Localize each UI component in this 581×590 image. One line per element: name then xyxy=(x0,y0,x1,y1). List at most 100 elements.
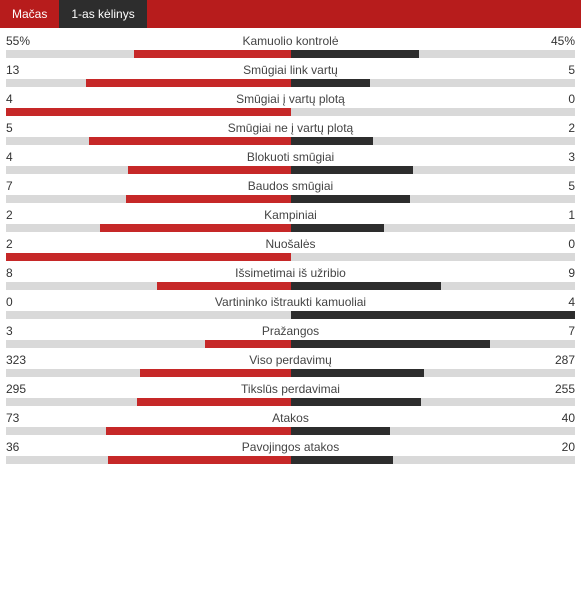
stat-bar-left-fill xyxy=(108,456,290,464)
tab-0[interactable]: Mačas xyxy=(0,0,59,28)
stat-row: 73Atakos40 xyxy=(6,409,575,435)
stat-label: Smūgiai į vartų plotą xyxy=(34,92,547,106)
stat-row: 3Pražangos7 xyxy=(6,322,575,348)
stat-bar-left-track xyxy=(6,311,291,319)
stat-bar-right-fill xyxy=(291,137,374,145)
stat-bar-left-track xyxy=(6,79,291,87)
stat-header: 2Nuošalės0 xyxy=(6,235,575,253)
stat-left-value: 0 xyxy=(6,295,34,309)
stat-bar xyxy=(6,369,575,377)
stat-label: Smūgiai ne į vartų plotą xyxy=(34,121,547,135)
stat-bar-left-fill xyxy=(140,369,291,377)
stat-right-value: 5 xyxy=(547,179,575,193)
stat-bar-left-track xyxy=(6,253,291,261)
stat-right-value: 0 xyxy=(547,92,575,106)
stat-left-value: 73 xyxy=(6,411,34,425)
stat-right-value: 1 xyxy=(547,208,575,222)
stat-bar-left-fill xyxy=(128,166,290,174)
stat-bar xyxy=(6,195,575,203)
stat-left-value: 2 xyxy=(6,208,34,222)
stat-bar-right-fill xyxy=(291,340,490,348)
stat-bar-right-track xyxy=(291,50,576,58)
stat-right-value: 255 xyxy=(547,382,575,396)
stat-right-value: 0 xyxy=(547,237,575,251)
stat-bar-left-track xyxy=(6,340,291,348)
stat-label: Baudos smūgiai xyxy=(34,179,547,193)
stat-right-value: 5 xyxy=(547,63,575,77)
stat-right-value: 2 xyxy=(547,121,575,135)
stat-left-value: 323 xyxy=(6,353,34,367)
stat-row: 323Viso perdavimų287 xyxy=(6,351,575,377)
stat-bar-right-fill xyxy=(291,224,385,232)
stat-left-value: 13 xyxy=(6,63,34,77)
stat-bar-left-fill xyxy=(134,50,290,58)
stat-bar-left-track xyxy=(6,166,291,174)
stat-left-value: 36 xyxy=(6,440,34,454)
stat-label: Smūgiai link vartų xyxy=(34,63,547,77)
stat-bar-right-track xyxy=(291,253,576,261)
stat-row: 295Tikslūs perdavimai255 xyxy=(6,380,575,406)
stat-right-value: 3 xyxy=(547,150,575,164)
stat-bar xyxy=(6,50,575,58)
tab-filler xyxy=(147,0,581,28)
stat-bar xyxy=(6,253,575,261)
stat-bar xyxy=(6,79,575,87)
stat-bar-right-track xyxy=(291,398,576,406)
stat-bar-left-fill xyxy=(106,427,291,435)
stat-header: 3Pražangos7 xyxy=(6,322,575,340)
tab-1[interactable]: 1-as kėlinys xyxy=(59,0,146,28)
stat-label: Kampiniai xyxy=(34,208,547,222)
stat-row: 5Smūgiai ne į vartų plotą2 xyxy=(6,119,575,145)
stat-label: Pražangos xyxy=(34,324,547,338)
stat-header: 4Blokuoti smūgiai3 xyxy=(6,148,575,166)
stat-bar-left-track xyxy=(6,369,291,377)
stat-header: 55%Kamuolio kontrolė45% xyxy=(6,32,575,50)
stat-bar-right-fill xyxy=(291,311,576,319)
stat-left-value: 55% xyxy=(6,34,34,48)
stat-bar xyxy=(6,166,575,174)
stat-label: Pavojingos atakos xyxy=(34,440,547,454)
stat-left-value: 7 xyxy=(6,179,34,193)
stat-bar-right-fill xyxy=(291,50,419,58)
stat-left-value: 8 xyxy=(6,266,34,280)
stat-header: 295Tikslūs perdavimai255 xyxy=(6,380,575,398)
stat-bar-left-fill xyxy=(157,282,291,290)
stat-left-value: 2 xyxy=(6,237,34,251)
stat-header: 2Kampiniai1 xyxy=(6,206,575,224)
stat-bar xyxy=(6,311,575,319)
stat-bar-right-track xyxy=(291,166,576,174)
stat-bar xyxy=(6,340,575,348)
stat-bar-left-fill xyxy=(205,340,290,348)
stat-row: 4Smūgiai į vartų plotą0 xyxy=(6,90,575,116)
stat-row: 36Pavojingos atakos20 xyxy=(6,438,575,464)
stat-bar-right-fill xyxy=(291,456,393,464)
stat-bar-left-fill xyxy=(6,253,291,261)
stat-bar xyxy=(6,108,575,116)
stat-left-value: 295 xyxy=(6,382,34,396)
stat-right-value: 45% xyxy=(547,34,575,48)
stat-header: 73Atakos40 xyxy=(6,409,575,427)
stat-bar xyxy=(6,456,575,464)
stat-row: 2Nuošalės0 xyxy=(6,235,575,261)
stat-left-value: 4 xyxy=(6,150,34,164)
stat-label: Kamuolio kontrolė xyxy=(34,34,547,48)
stat-bar-right-track xyxy=(291,79,576,87)
stat-bar-right-fill xyxy=(291,369,425,377)
stat-bar xyxy=(6,224,575,232)
stat-bar-left-track xyxy=(6,456,291,464)
stat-label: Viso perdavimų xyxy=(34,353,547,367)
stat-label: Išsimetimai iš užribio xyxy=(34,266,547,280)
stats-panel: 55%Kamuolio kontrolė45%13Smūgiai link va… xyxy=(0,28,581,475)
stat-header: 0Vartininko ištraukti kamuoliai4 xyxy=(6,293,575,311)
stat-bar-left-fill xyxy=(126,195,291,203)
stat-row: 55%Kamuolio kontrolė45% xyxy=(6,32,575,58)
stat-bar-left-track xyxy=(6,282,291,290)
stat-header: 323Viso perdavimų287 xyxy=(6,351,575,369)
stat-left-value: 5 xyxy=(6,121,34,135)
stat-header: 4Smūgiai į vartų plotą0 xyxy=(6,90,575,108)
stat-bar xyxy=(6,398,575,406)
stat-bar-left-track xyxy=(6,108,291,116)
stat-header: 13Smūgiai link vartų5 xyxy=(6,61,575,79)
stat-bar-right-fill xyxy=(291,195,410,203)
stat-bar-left-fill xyxy=(86,79,291,87)
